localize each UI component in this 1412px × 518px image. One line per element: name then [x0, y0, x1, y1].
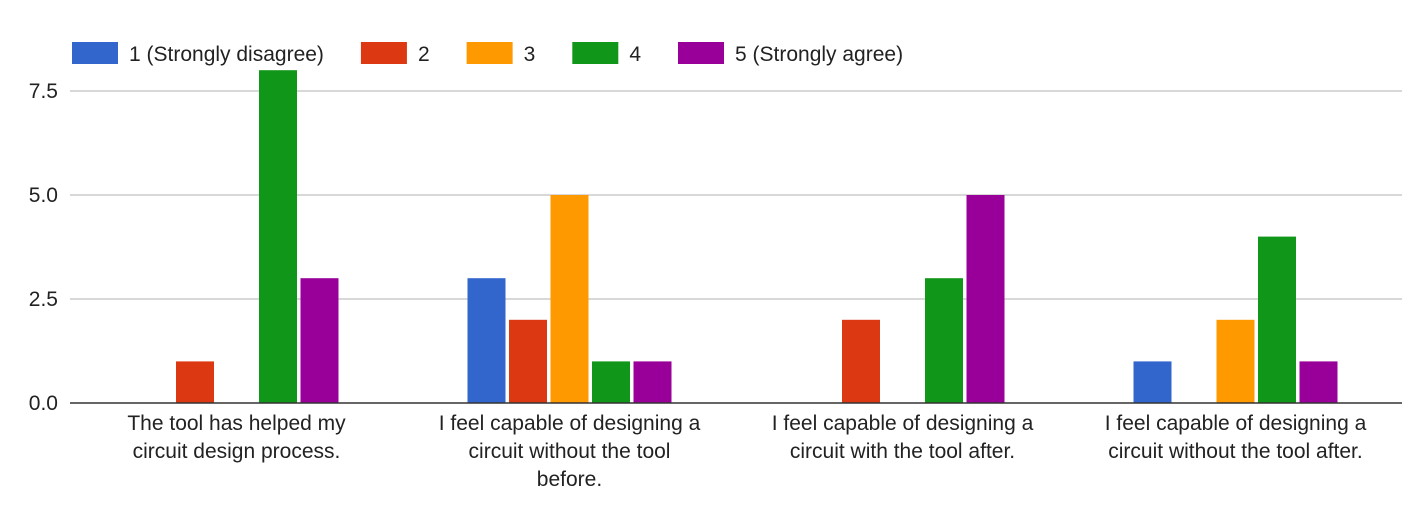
legend-swatch[interactable] [360, 42, 407, 64]
bar[interactable] [1299, 361, 1338, 403]
legend: 1 (Strongly disagree) 2 3 4 5 (Strongly agre… [72, 42, 903, 66]
bar[interactable] [176, 361, 214, 403]
legend-label[interactable]: 3 [524, 43, 536, 66]
bar[interactable] [509, 319, 547, 403]
bar[interactable] [467, 278, 506, 403]
legend-swatch[interactable] [678, 42, 724, 64]
bars [176, 70, 1338, 403]
bar[interactable] [1133, 361, 1172, 403]
bar[interactable] [966, 195, 1005, 403]
legend-label[interactable]: 2 [418, 43, 430, 66]
legend-label[interactable]: 1 (Strongly disagree) [129, 43, 324, 66]
legend-label[interactable]: 4 [629, 43, 641, 66]
bar[interactable] [300, 278, 339, 403]
y-tick-label: 2.5 [29, 288, 58, 311]
bar[interactable] [842, 319, 880, 403]
x-category-label: I feel capable of designing a circuit wit… [439, 412, 701, 491]
y-tick-label: 5.0 [29, 184, 58, 207]
legend-swatch[interactable] [572, 42, 619, 64]
x-category-label: I feel capable of designing a circuit wit… [1105, 412, 1367, 463]
bar[interactable] [633, 361, 672, 403]
y-tick-label: 7.5 [29, 80, 58, 103]
legend-swatch[interactable] [72, 42, 118, 64]
bar[interactable] [1258, 236, 1296, 403]
axes: 0.0 2.5 5.0 7.5 The tool has helped my circui… [29, 80, 1402, 491]
x-category-label: I feel capable of designing a circuit wit… [772, 412, 1034, 463]
bar[interactable] [1216, 319, 1255, 403]
x-category-label: The tool has helped my circuit design pro… [127, 412, 346, 463]
bar[interactable] [259, 70, 297, 403]
legend-label[interactable]: 5 (Strongly agree) [735, 43, 903, 66]
y-tick-label: 0.0 [29, 392, 58, 415]
legend-swatch[interactable] [466, 42, 513, 64]
bar[interactable] [592, 361, 630, 403]
bar[interactable] [925, 278, 963, 403]
bar[interactable] [550, 195, 589, 403]
